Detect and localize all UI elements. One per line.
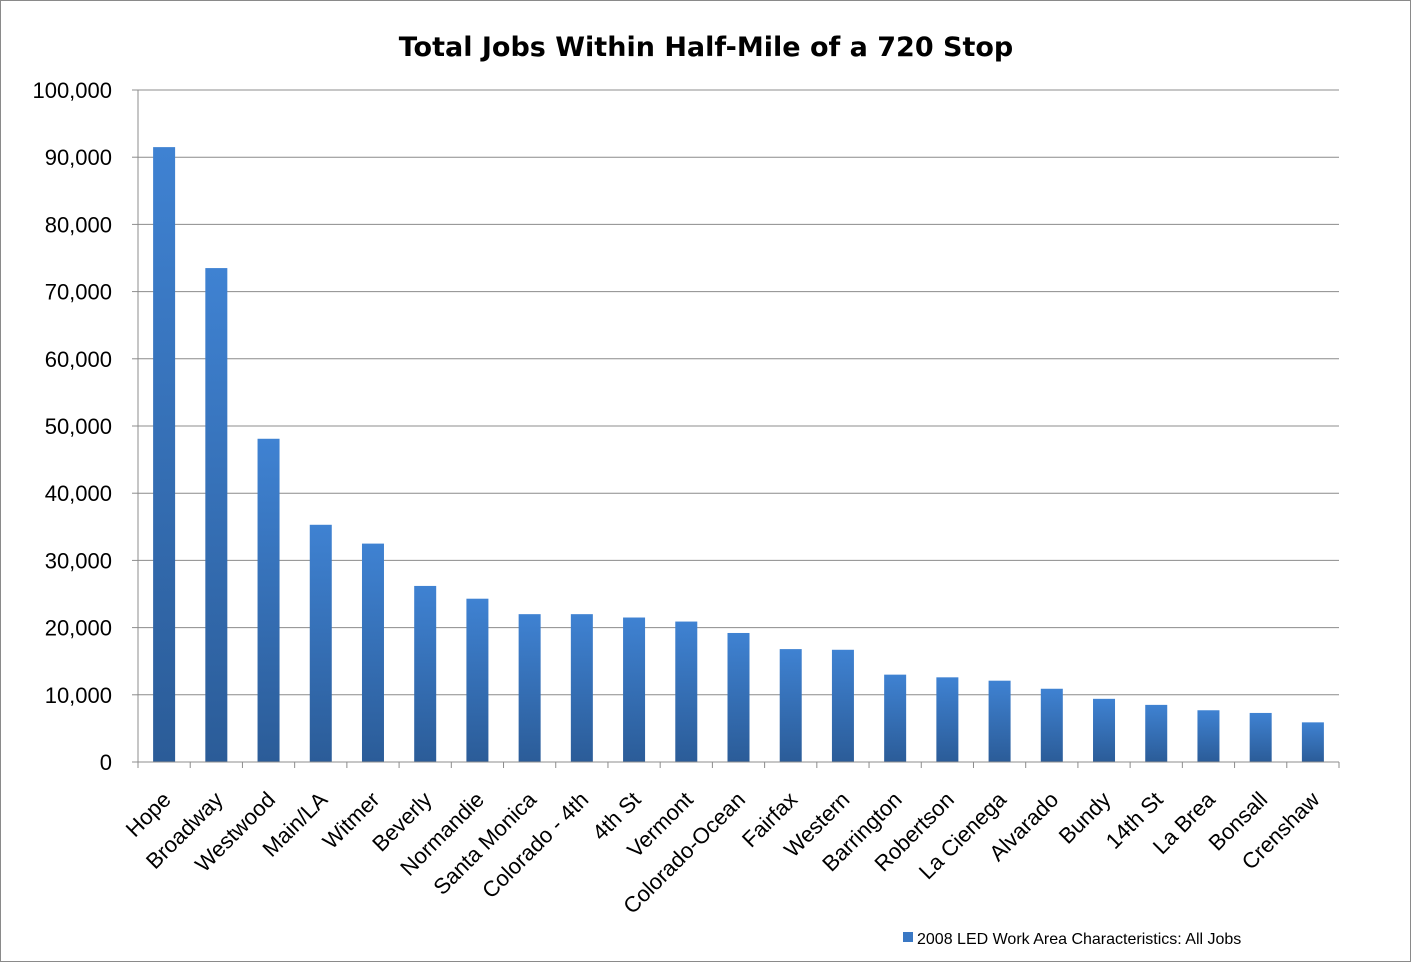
bar-fairfax <box>779 649 802 762</box>
bar-witmer <box>361 543 384 762</box>
legend-label: 2008 LED Work Area Characteristics: All … <box>917 931 1241 948</box>
y-tick-labels: 0 10,000 20,000 30,000 40,000 50,000 60,000 70,… <box>32 78 112 775</box>
y-tick-label: 20,000 <box>45 616 112 641</box>
bars <box>153 147 1324 762</box>
y-tick-label: 100,000 <box>32 78 112 103</box>
bar-western <box>831 649 854 762</box>
gridlines <box>132 89 1339 763</box>
bar-crenshaw <box>1301 722 1324 762</box>
bar-santa-monica <box>518 614 541 762</box>
y-tick-label: 80,000 <box>45 212 112 237</box>
bar-robertson <box>936 677 959 762</box>
legend-swatch <box>903 932 913 942</box>
bar-la-brea <box>1197 710 1220 762</box>
x-tick-labels: HopeBroadwayWestwoodMain/LAWitmerBeverly… <box>121 786 1325 918</box>
y-tick-label: 90,000 <box>45 145 112 170</box>
axes <box>137 90 1340 768</box>
y-tick-label: 60,000 <box>45 347 112 372</box>
chart-title: Total Jobs Within Half-Mile of a 720 Sto… <box>399 32 1014 63</box>
bar-colorado-4th <box>570 614 593 762</box>
bar-barrington <box>884 674 907 762</box>
bar-la-cienega <box>988 680 1011 762</box>
bar-beverly <box>414 585 437 762</box>
legend: 2008 LED Work Area Characteristics: All … <box>903 931 1241 948</box>
bar-bonsall <box>1249 712 1272 762</box>
y-tick-label: 10,000 <box>45 683 112 708</box>
bar-vermont <box>675 621 698 762</box>
y-tick-label: 30,000 <box>45 548 112 573</box>
y-tick-label: 70,000 <box>45 280 112 305</box>
bar-broadway <box>205 268 228 762</box>
y-tick-label: 0 <box>100 750 112 775</box>
y-tick-label: 50,000 <box>45 414 112 439</box>
bar-colorado-ocean <box>727 632 750 762</box>
bar-normandie <box>466 598 489 762</box>
bar-alvarado <box>1040 688 1063 762</box>
bar-4th-st <box>623 617 646 762</box>
bar-main-la <box>309 524 332 762</box>
bar-hope <box>153 147 176 762</box>
bar-bundy <box>1093 698 1116 762</box>
y-tick-label: 40,000 <box>45 481 112 506</box>
bar-14th-st <box>1145 704 1168 762</box>
bar-westwood <box>257 438 280 762</box>
